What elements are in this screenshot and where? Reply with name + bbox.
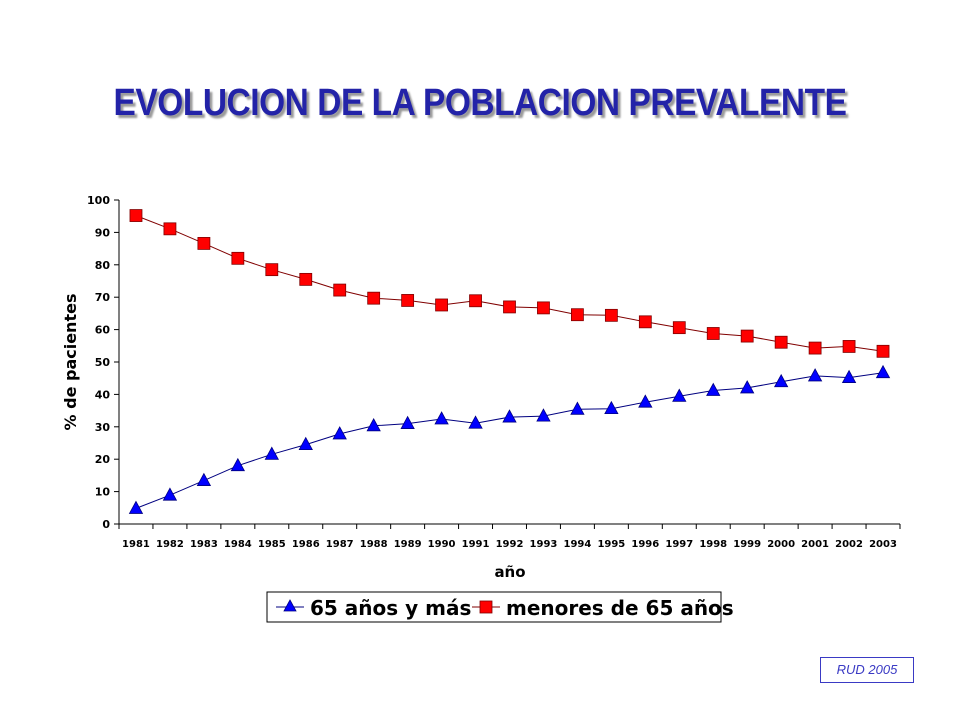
data-point-under-65 — [299, 272, 313, 286]
x-tick-label: 1992 — [496, 539, 524, 550]
data-point-under-65 — [197, 237, 211, 250]
legend-marker-square — [479, 600, 493, 614]
data-point-65-plus — [332, 426, 347, 440]
data-point-under-65 — [401, 294, 415, 307]
data-point-under-65 — [808, 341, 822, 355]
x-tick-label: 1983 — [190, 539, 218, 550]
data-point-65-plus — [502, 409, 517, 423]
x-tick-label: 2000 — [767, 539, 795, 550]
data-point-65-plus — [230, 457, 246, 472]
data-point-under-65 — [638, 315, 652, 329]
data-point-under-65 — [604, 308, 618, 322]
x-tick-label: 1996 — [631, 539, 659, 550]
x-tick-label: 1981 — [122, 539, 150, 550]
y-tick-label: 30 — [95, 421, 111, 434]
data-point-under-65 — [537, 301, 550, 315]
y-tick-label: 100 — [87, 194, 110, 207]
x-axis-label: año — [494, 563, 525, 581]
x-tick-label: 1987 — [326, 539, 354, 550]
x-tick-label: 1990 — [428, 539, 456, 550]
x-tick-label: 1991 — [462, 539, 490, 550]
data-point-65-plus — [841, 369, 857, 383]
data-point-under-65 — [672, 321, 686, 335]
legend-marker-triangle — [283, 599, 297, 612]
data-point-65-plus — [706, 382, 721, 396]
data-point-65-plus — [434, 411, 449, 425]
data-point-65-plus — [298, 436, 313, 451]
data-point-65-plus — [740, 380, 755, 394]
x-tick-label: 1995 — [597, 539, 625, 550]
y-tick-label: 50 — [95, 356, 111, 369]
y-tick-label: 0 — [102, 518, 110, 531]
y-axis-label: % de pacientes — [61, 294, 80, 431]
data-point-under-65 — [367, 291, 381, 305]
data-point-65-plus — [162, 487, 178, 501]
series-line-65-plus — [135, 372, 884, 509]
y-tick-label: 40 — [95, 388, 111, 401]
data-point-65-plus — [672, 388, 687, 402]
data-point-under-65 — [163, 222, 177, 236]
legend-label-under-65: menores de 65 años — [506, 596, 734, 620]
source-note: RUD 2005 — [820, 657, 914, 683]
chart-axes: 0 10 20 30 40 50 60 70 80 90 100 1981 1982 1983 1984 19… — [87, 194, 901, 550]
data-point-65-plus — [638, 394, 653, 408]
x-tick-label: 2001 — [801, 539, 829, 550]
data-point-65-plus — [536, 408, 551, 422]
x-tick-label: 1984 — [224, 539, 252, 550]
x-tick-label: 1993 — [530, 539, 558, 550]
data-point-65-plus — [128, 500, 144, 514]
data-point-under-65 — [876, 344, 890, 358]
data-point-under-65 — [774, 335, 788, 349]
y-tick-label: 80 — [95, 259, 111, 272]
x-tick-label: 1988 — [360, 539, 388, 550]
page-title: EVOLUCION DE LA POBLACION PREVALENTE — [113, 82, 847, 124]
x-tick-label: 2002 — [835, 539, 863, 550]
data-point-under-65 — [571, 308, 584, 322]
x-tick-label: 1994 — [563, 539, 591, 550]
chart-legend: 65 años y más menores de 65 años — [266, 591, 734, 623]
x-tick-label: 1986 — [292, 539, 320, 550]
x-tick-label: 1997 — [665, 539, 693, 550]
legend-label-65-plus: 65 años y más — [310, 596, 471, 620]
data-point-65-plus — [875, 364, 891, 379]
data-point-under-65 — [265, 263, 279, 277]
data-point-65-plus — [196, 472, 212, 486]
data-point-under-65 — [740, 329, 754, 343]
x-tick-label: 1985 — [258, 539, 286, 550]
y-tick-label: 90 — [95, 226, 111, 239]
data-point-65-plus — [807, 368, 823, 382]
y-tick-label: 10 — [95, 486, 111, 499]
y-tick-label: 60 — [95, 324, 111, 337]
data-point-65-plus — [468, 415, 483, 429]
data-point-65-plus — [570, 401, 585, 415]
series-lines — [135, 215, 884, 509]
data-point-under-65 — [842, 340, 856, 353]
data-point-under-65 — [706, 327, 720, 340]
data-point-65-plus — [604, 400, 619, 415]
series-markers — [128, 209, 891, 514]
data-point-65-plus — [400, 415, 415, 429]
x-tick-label: 1999 — [733, 539, 761, 550]
data-point-65-plus — [366, 417, 381, 432]
x-tick-label: 1998 — [699, 539, 727, 550]
data-point-65-plus — [264, 446, 279, 460]
x-tick-label: 2003 — [869, 539, 897, 550]
data-point-under-65 — [129, 209, 143, 222]
y-tick-label: 20 — [95, 453, 111, 466]
y-tick-label: 70 — [95, 291, 111, 304]
data-point-under-65 — [469, 294, 482, 308]
x-tick-label: 1982 — [156, 539, 184, 550]
data-point-under-65 — [333, 283, 347, 297]
data-point-under-65 — [435, 298, 448, 312]
data-point-65-plus — [773, 373, 789, 388]
data-point-under-65 — [503, 300, 516, 314]
series-line-under-65 — [135, 215, 884, 352]
x-tick-label: 1989 — [394, 539, 422, 550]
data-point-under-65 — [231, 251, 245, 265]
